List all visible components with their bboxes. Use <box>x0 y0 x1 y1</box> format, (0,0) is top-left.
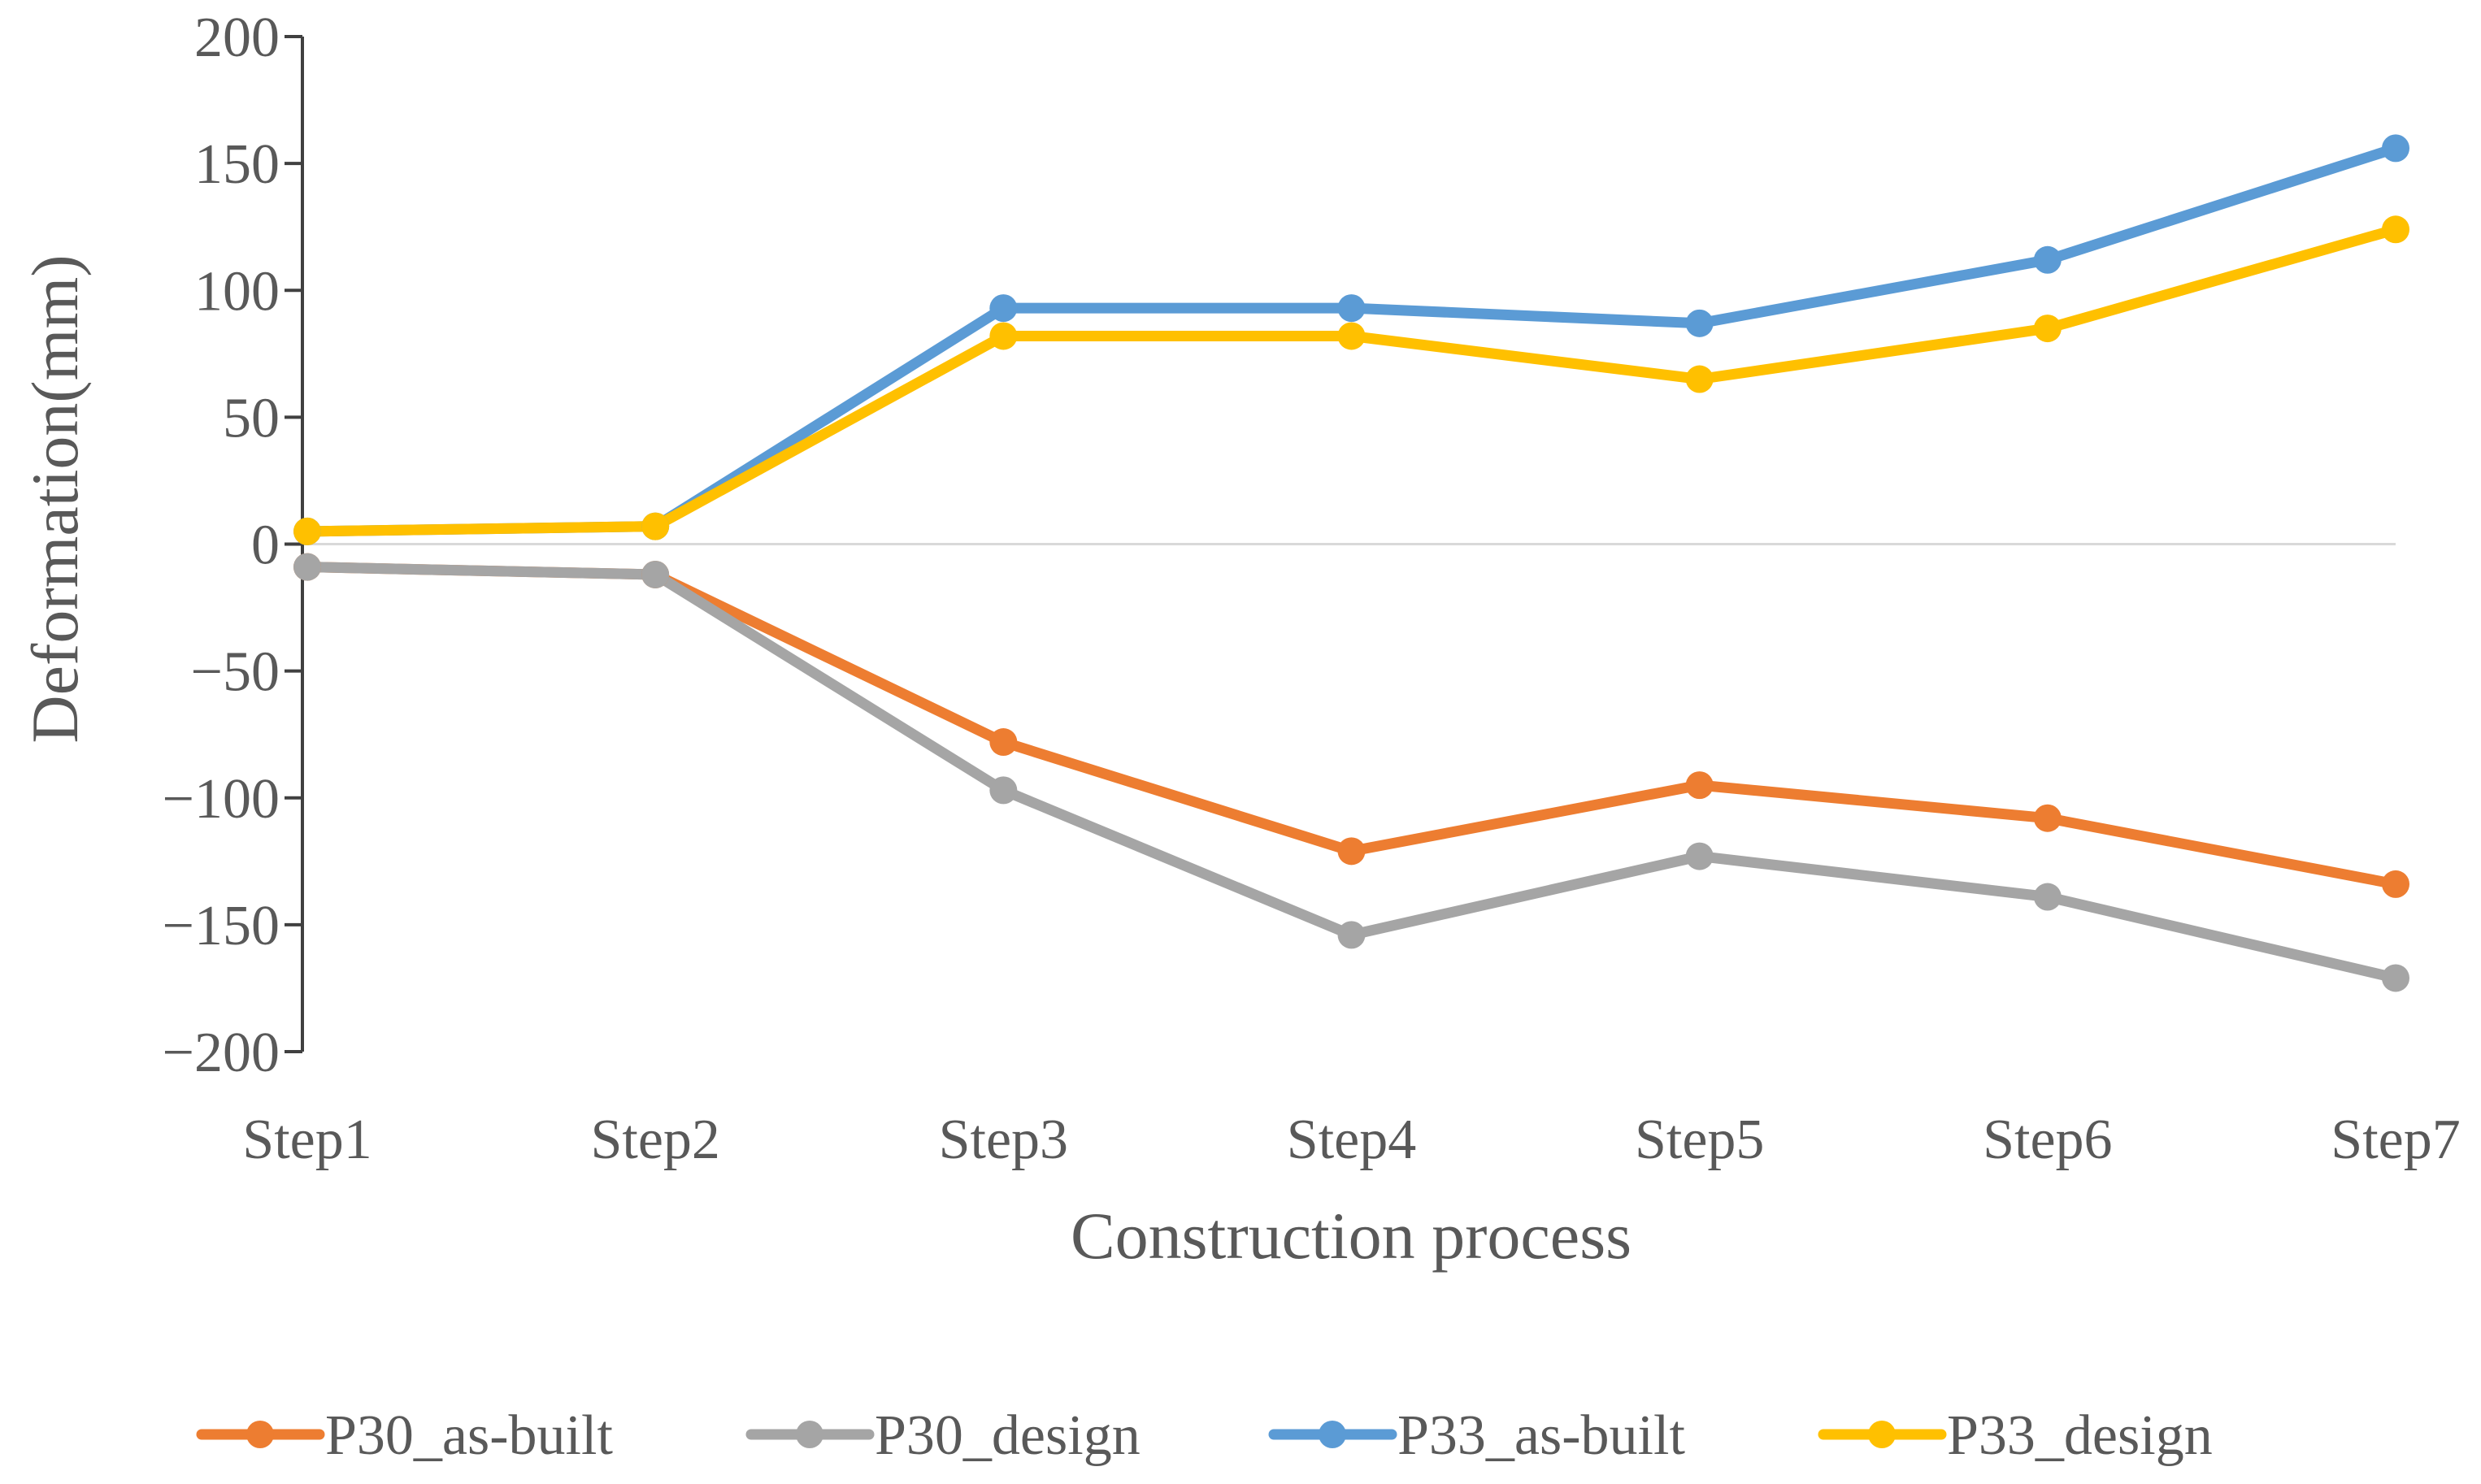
y-tick-label: 150 <box>194 133 280 196</box>
x-tick-label: Step4 <box>1287 1109 1416 1171</box>
y-tick-label: −150 <box>163 895 280 957</box>
series-points <box>293 134 2409 992</box>
data-point-P30_design <box>2382 964 2409 992</box>
data-point-P30_design <box>989 776 1018 805</box>
legend: P30_as-built P30_design P33_as-built P33_de… <box>196 1404 2213 1467</box>
y-axis-ticks: 200 150 100 50 0 −50 −100 −150 −200 <box>163 7 302 1084</box>
legend-item: P33_as-built <box>1268 1404 1685 1467</box>
data-point-P30_as-built <box>2382 870 2409 898</box>
data-point-P30_design <box>2033 883 2062 911</box>
data-point-P33_design <box>1337 322 1366 350</box>
legend-label: P33_design <box>1947 1404 2213 1467</box>
data-point-P33_design <box>2382 215 2409 244</box>
x-tick-label: Step6 <box>1983 1109 2112 1171</box>
data-point-P33_as-built <box>1685 309 1714 337</box>
data-point-P30_as-built <box>1337 837 1366 866</box>
legend-swatch-marker <box>796 1421 823 1448</box>
y-axis-title: Deformation(mm) <box>18 254 92 743</box>
x-tick-label: Step3 <box>939 1109 1068 1171</box>
data-point-P30_as-built <box>2033 804 2062 832</box>
y-tick-label: −100 <box>163 768 280 831</box>
data-point-P33_design <box>989 322 1018 350</box>
series-line-P33_design <box>302 223 2401 537</box>
y-tick-label: 200 <box>194 7 280 69</box>
data-point-P33_as-built <box>989 294 1018 323</box>
data-point-P33_as-built <box>2033 245 2062 274</box>
data-point-P30_design <box>1685 842 1714 870</box>
y-tick-label: −200 <box>163 1022 280 1084</box>
legend-swatch-marker <box>1319 1421 1346 1448</box>
data-point-P33_design <box>2033 315 2062 343</box>
y-tick-label: 50 <box>223 387 280 449</box>
data-point-P33_as-built <box>2382 134 2409 163</box>
data-point-P30_as-built <box>989 728 1018 757</box>
legend-label: P30_as-built <box>325 1404 613 1467</box>
x-tick-label: Step2 <box>590 1109 719 1171</box>
data-point-P33_design <box>641 512 670 540</box>
data-point-P30_as-built <box>1685 771 1714 800</box>
data-point-P30_design <box>1337 921 1366 949</box>
x-axis-title: Construction process <box>1071 1199 1632 1273</box>
series-line-P30_as-built <box>302 562 2401 890</box>
x-tick-label: Step1 <box>242 1109 371 1171</box>
series-line-P30_design <box>302 562 2401 983</box>
x-tick-label: Step5 <box>1635 1109 1764 1171</box>
legend-swatch-marker <box>246 1421 274 1448</box>
y-tick-label: 100 <box>194 260 280 323</box>
y-tick-label: −50 <box>191 641 280 704</box>
data-point-P30_design <box>641 560 670 588</box>
legend-item: P30_design <box>745 1404 1141 1467</box>
data-point-P30_design <box>293 553 321 581</box>
y-tick-label: 0 <box>251 514 280 577</box>
legend-swatch-marker <box>1868 1421 1896 1448</box>
legend-label: P33_as-built <box>1397 1404 1685 1467</box>
data-point-P33_design <box>1685 365 1714 393</box>
data-point-P33_as-built <box>1337 294 1366 323</box>
legend-label: P30_design <box>875 1404 1141 1467</box>
x-axis-ticks: Step1 Step2 Step3 Step4 Step5 Step6 Step7 <box>242 1109 2460 1171</box>
legend-item: P30_as-built <box>196 1404 613 1467</box>
data-point-P33_design <box>293 517 321 545</box>
x-tick-label: Step7 <box>2331 1109 2460 1171</box>
legend-item: P33_design <box>1818 1404 2213 1467</box>
